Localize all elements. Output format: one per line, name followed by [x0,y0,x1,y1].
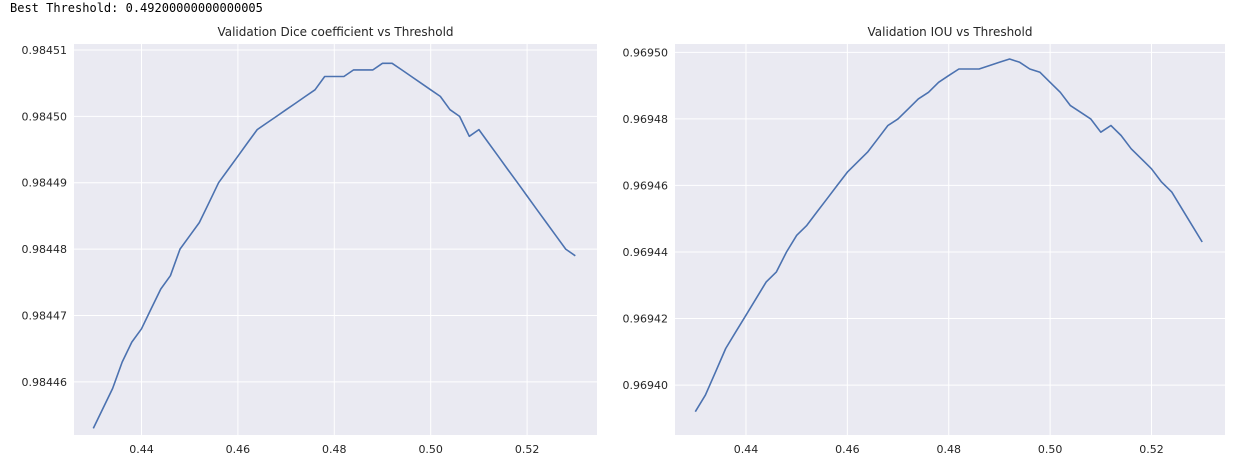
x-tick-label: 0.44 [129,443,154,456]
chart-title: Validation Dice coefficient vs Threshold [217,25,453,39]
y-tick-label: 0.98447 [22,310,68,323]
series-line [92,62,576,429]
x-tick-label: 0.50 [1038,443,1063,456]
series-line [694,58,1203,413]
plot-background [74,44,597,435]
y-tick-label: 0.96948 [623,113,669,126]
plot-background [675,44,1225,435]
x-tick-label: 0.46 [226,443,251,456]
y-tick-label: 0.98446 [22,376,68,389]
chart-title: Validation IOU vs Threshold [868,25,1033,39]
x-tick-label: 0.44 [734,443,759,456]
x-tick-label: 0.48 [936,443,961,456]
output-text: Best Threshold: 0.49200000000000005 [10,1,263,15]
y-tick-label: 0.98451 [22,44,68,57]
x-tick-label: 0.52 [515,443,540,456]
y-tick-label: 0.96940 [623,379,669,392]
chart-iou: 0.96940 0.96942 0.96944 0.96946 0.96948 0.969… [623,25,1225,456]
x-tick-label: 0.50 [418,443,443,456]
x-tick-label: 0.48 [322,443,347,456]
y-tick-label: 0.96946 [623,179,669,192]
y-tick-label: 0.96942 [623,313,669,326]
y-tick-label: 0.96950 [623,46,669,59]
y-tick-label: 0.98449 [22,177,68,190]
y-tick-label: 0.98450 [22,110,68,123]
y-tick-label: 0.98448 [22,243,68,256]
chart-dice: 0.98446 0.98447 0.98448 0.98449 0.98450 0.984… [22,25,597,456]
y-tick-label: 0.96944 [623,246,669,259]
x-tick-label: 0.52 [1139,443,1164,456]
x-tick-label: 0.46 [835,443,860,456]
